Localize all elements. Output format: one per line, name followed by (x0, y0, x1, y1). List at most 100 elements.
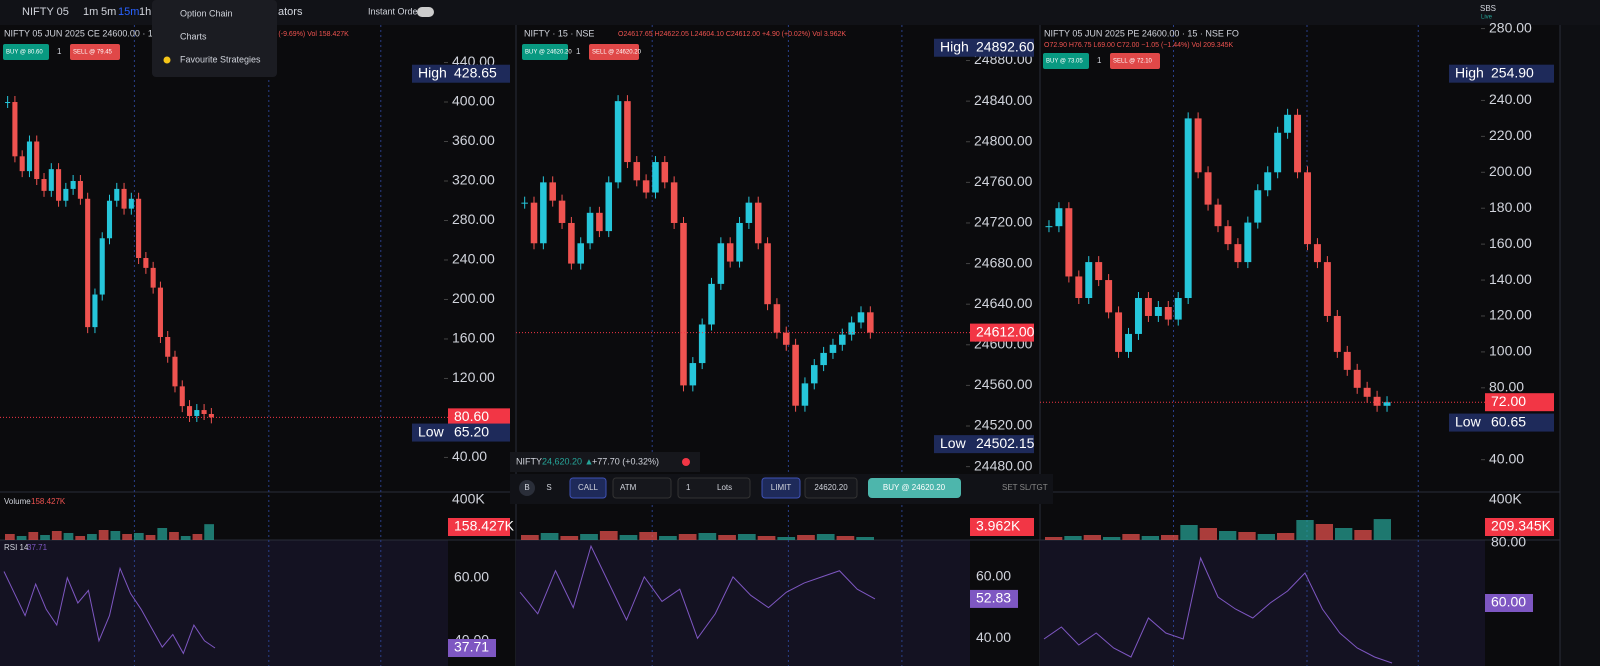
volume-bar (816, 534, 835, 540)
buy-button[interactable] (1043, 53, 1089, 69)
instant-orders[interactable]: Instant Orders (368, 6, 426, 16)
chart-title: NIFTY 05 JUN 2025 PE 24600.00 · 15 · NSE… (1044, 28, 1239, 38)
volume-bar (1141, 536, 1159, 540)
candle (1075, 276, 1083, 299)
hl-box (412, 64, 448, 83)
badge-label: 65.20 (454, 423, 489, 439)
volume-bar (1180, 525, 1198, 540)
candle (99, 238, 105, 295)
y-tick-label: 280.00 (1489, 19, 1532, 35)
qty: 1 (57, 47, 62, 56)
candle (1234, 244, 1242, 263)
menu-item[interactable]: Charts (180, 31, 207, 41)
ohlc: C80.60 -8.65 (-9.69%) Vol 158.427K (236, 31, 349, 38)
candle (530, 202, 538, 244)
sell-label: SELL @ 79.45 (73, 50, 113, 56)
rsi-label: RSI 14 (4, 543, 29, 552)
candle (586, 212, 594, 244)
candle (1313, 244, 1321, 263)
vol-tick-label: 400K (1489, 491, 1522, 507)
limit[interactable]: LIMIT (771, 483, 792, 492)
volume-bar (757, 536, 776, 540)
toggle[interactable] (417, 7, 434, 17)
volume-bar (639, 532, 658, 540)
volume-bar (1045, 537, 1063, 540)
candle (1274, 132, 1282, 173)
candle (614, 101, 622, 183)
buy-button[interactable] (3, 44, 49, 60)
volume-bar (87, 534, 97, 540)
hl-label: Low (940, 435, 967, 451)
y-tick-label: 24840.00 (974, 92, 1033, 108)
y-tick-label: 24480.00 (974, 457, 1033, 473)
hl-label: Low (418, 423, 445, 439)
candle (736, 222, 743, 262)
volume-bar (169, 532, 179, 540)
candle (12, 102, 18, 157)
volume-value: 158.427K (31, 497, 66, 506)
sell-button[interactable] (70, 44, 120, 60)
candle (106, 200, 113, 239)
rsi-tick-label: 40.00 (976, 629, 1011, 645)
y-tick-label: 220.00 (1489, 127, 1532, 143)
y-tick-label: 180.00 (1489, 199, 1532, 215)
symbol[interactable]: NIFTY 05 (22, 6, 69, 18)
buy-button[interactable]: BUY @ 24620.20 (883, 483, 946, 492)
candle (839, 334, 846, 345)
candle (194, 410, 200, 416)
y-tick-label: 400.00 (452, 93, 495, 109)
candle (652, 162, 659, 193)
candle (792, 344, 799, 406)
sell-button[interactable] (1110, 53, 1160, 69)
sl-tgt[interactable]: SET SL/TGT (1002, 483, 1048, 492)
candle (577, 243, 584, 264)
candle (19, 156, 25, 172)
chart-title: NIFTY 05 JUN 2025 CE 24600.00 · 15 · N (4, 28, 172, 38)
interval[interactable]: 1h (139, 6, 151, 18)
candle (820, 352, 827, 366)
interval[interactable]: 5m (101, 6, 116, 18)
record[interactable] (682, 458, 690, 466)
call[interactable]: CALL (578, 483, 599, 492)
volume-bar (718, 535, 736, 540)
badge (970, 323, 1034, 342)
interval[interactable]: 15m (118, 6, 139, 18)
rsi-tick-label: 80.00 (1491, 534, 1526, 550)
volume-bar (16, 536, 27, 540)
y-tick-label: 360.00 (452, 132, 495, 148)
candle (782, 332, 790, 345)
candle (34, 141, 40, 180)
candle (1254, 190, 1262, 223)
interval[interactable]: 1m (83, 6, 98, 18)
ohlc: O24617.65 H24622.05 L24604.10 C24612.00 … (618, 31, 846, 38)
candle (1045, 226, 1053, 228)
sell-button[interactable] (589, 44, 639, 60)
account[interactable]: SBS (1480, 4, 1496, 13)
volume-bar (1103, 537, 1121, 540)
volume-bar (192, 534, 203, 540)
candle (1125, 333, 1132, 352)
indicators[interactable]: ators (278, 6, 303, 18)
badge (970, 518, 1034, 536)
s[interactable]: S (546, 483, 551, 492)
menu-item[interactable]: Option Chain (180, 8, 233, 18)
candle (121, 188, 127, 209)
candle (708, 283, 715, 325)
menu: Option Chain Charts Favourite Strategies (152, 0, 277, 77)
badge (448, 408, 510, 427)
candle (136, 198, 142, 259)
volume-bar (1199, 528, 1217, 540)
b[interactable]: B (524, 483, 529, 492)
buy-button[interactable] (522, 44, 568, 60)
limit-price[interactable]: 24620.20 (814, 483, 848, 492)
badge (970, 589, 1018, 608)
menu-item[interactable]: Favourite Strategies (180, 54, 261, 64)
atm[interactable]: ATM (620, 483, 637, 492)
volume-bar (856, 537, 874, 540)
badge-label: 428.65 (454, 64, 497, 80)
qty[interactable]: 1 (686, 483, 691, 492)
volume-bar (797, 535, 815, 540)
candle (179, 386, 185, 407)
volume-bar (122, 534, 132, 540)
ob-change: +77.70 (+0.32%) (592, 456, 659, 466)
